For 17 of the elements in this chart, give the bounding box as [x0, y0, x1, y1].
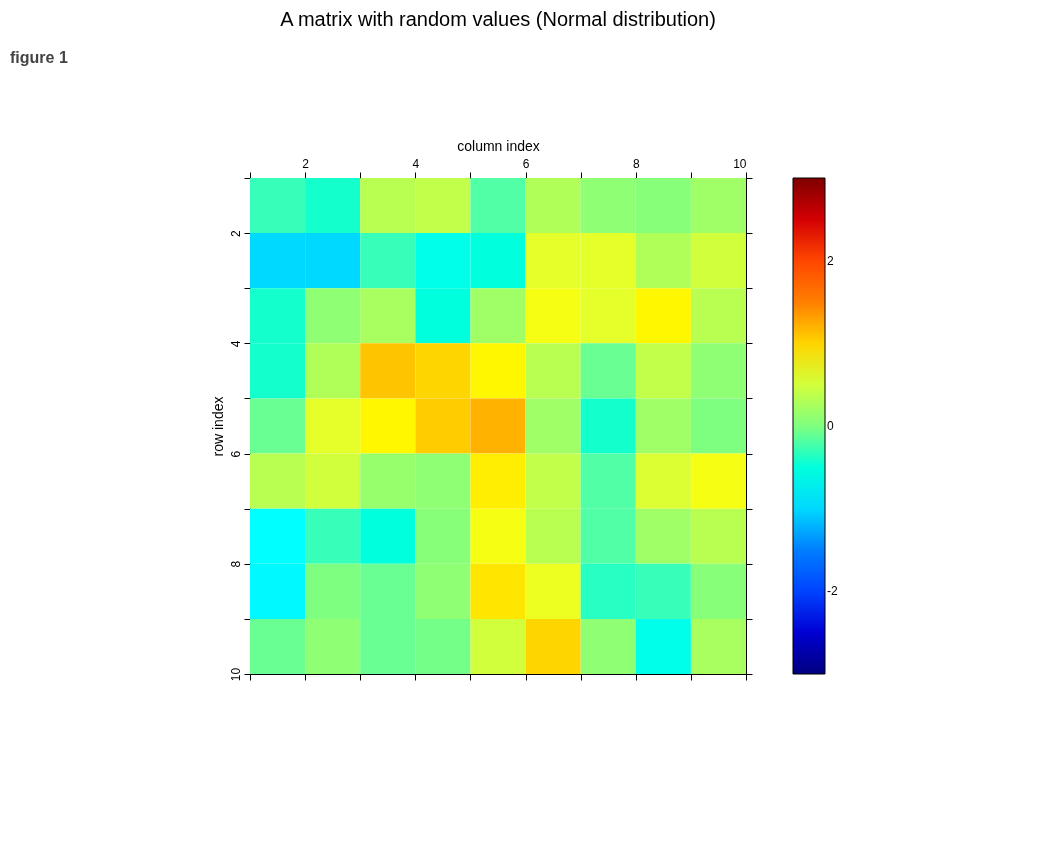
y-axis-title: row index: [209, 396, 226, 457]
y-tick-label: 10: [228, 667, 243, 682]
y-tick-label: 6: [228, 450, 243, 458]
x-axis-title: column index: [457, 137, 540, 154]
y-tick-label: 2: [228, 229, 243, 237]
x-tick-label: 8: [632, 156, 640, 171]
color-bar-label: 0: [827, 419, 834, 433]
x-tick-label: 6: [522, 156, 530, 171]
x-tick-label: 2: [302, 156, 310, 171]
color-bar-label: -2: [827, 584, 838, 599]
x-tick-label: 4: [412, 156, 420, 171]
chart-title: A matrix with random values (Normal distribution): [280, 8, 716, 30]
y-tick-label: 4: [228, 340, 243, 348]
caption: figure 1: [10, 49, 68, 66]
y-tick-label: 8: [228, 560, 243, 568]
x-tick-label: 10: [733, 156, 747, 171]
color-bar-label: 2: [827, 253, 834, 268]
